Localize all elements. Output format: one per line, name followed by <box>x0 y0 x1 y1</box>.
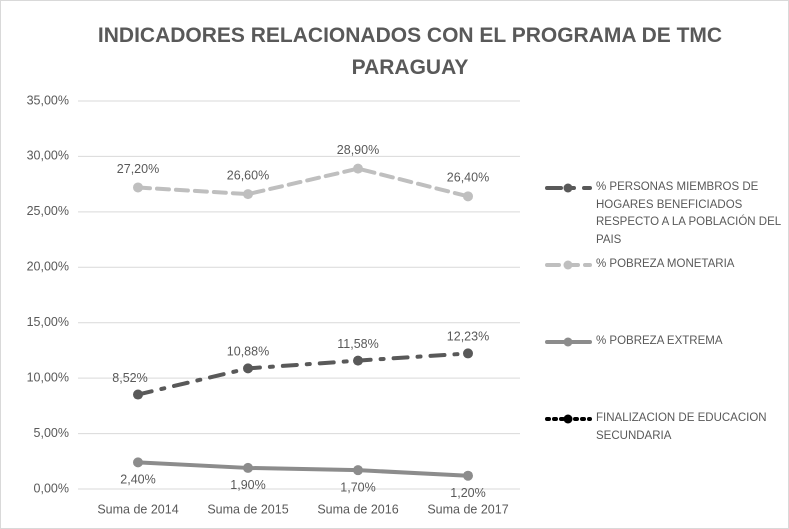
legend-marker <box>563 183 573 193</box>
y-tick-label: 10,00% <box>27 370 69 384</box>
y-tick-label: 25,00% <box>27 204 69 218</box>
data-point <box>353 465 363 476</box>
data-label: 1,70% <box>340 480 375 494</box>
x-tick-label: Suma de 2017 <box>427 502 508 516</box>
data-point <box>243 363 253 374</box>
legend-marker <box>563 260 573 270</box>
legend-marker <box>563 414 573 424</box>
data-label: 27,20% <box>117 162 159 176</box>
data-label: 2,40% <box>120 473 155 487</box>
data-label: 26,40% <box>447 171 489 185</box>
x-tick-label: Suma de 2014 <box>97 502 178 516</box>
y-tick-label: 35,00% <box>27 93 69 107</box>
data-label: 1,20% <box>450 486 485 500</box>
legend-marker <box>563 337 573 347</box>
data-point <box>133 457 143 468</box>
data-label: 26,60% <box>227 168 269 182</box>
y-tick-label: 30,00% <box>27 149 69 163</box>
data-point <box>353 163 363 174</box>
y-tick-label: 0,00% <box>34 481 69 495</box>
data-point <box>463 191 473 202</box>
y-tick-label: 20,00% <box>27 260 69 274</box>
series-line <box>136 166 470 199</box>
legend-label: FINALIZACION DE EDUCACION SECUNDARIA <box>596 412 767 442</box>
data-label: 12,23% <box>447 330 489 344</box>
data-point <box>463 348 473 359</box>
legend-label: % POBREZA EXTREMA <box>596 335 723 347</box>
series-line <box>136 351 470 397</box>
data-point <box>243 462 253 473</box>
chart-title: INDICADORES RELACIONADOS CON EL PROGRAMA… <box>97 24 723 79</box>
data-point <box>133 182 143 193</box>
data-point <box>463 470 473 481</box>
x-tick-label: Suma de 2015 <box>207 502 288 516</box>
y-tick-label: 15,00% <box>27 315 69 329</box>
data-label: 11,58% <box>337 337 378 351</box>
legend-label: % PERSONAS MIEMBROS DE HOGARES BENEFICIA… <box>596 181 781 246</box>
data-label: 10,88% <box>227 345 269 359</box>
data-point <box>133 389 143 400</box>
x-tick-label: Suma de 2016 <box>317 502 398 516</box>
data-point <box>243 189 253 200</box>
data-label: 8,52% <box>112 371 147 385</box>
y-tick-label: 5,00% <box>34 426 69 440</box>
data-label: 1,90% <box>230 478 265 492</box>
data-point <box>353 355 363 366</box>
data-label: 28,90% <box>337 143 379 157</box>
legend-label: % POBREZA MONETARIA <box>596 258 735 270</box>
series-line <box>136 460 470 478</box>
